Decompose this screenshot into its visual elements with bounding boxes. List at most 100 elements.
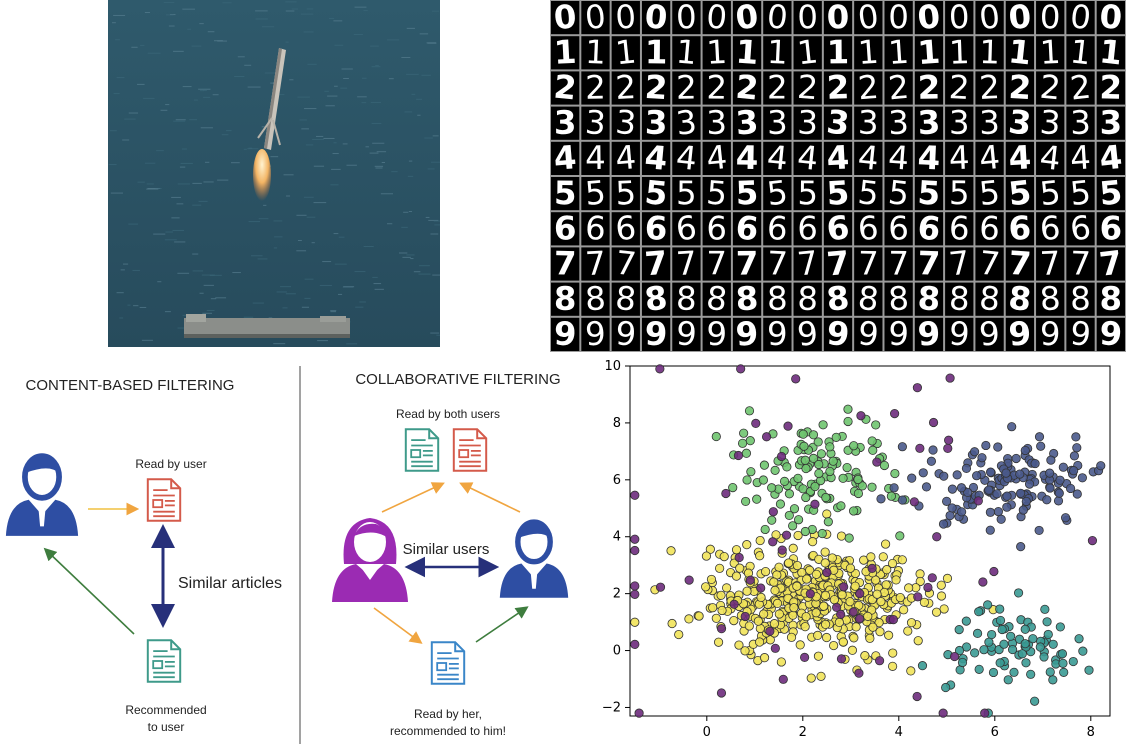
- scatter-point: [944, 435, 954, 445]
- digit-sample: 5: [1068, 173, 1092, 213]
- scatter-point: [788, 521, 798, 531]
- digit-cell: [641, 247, 671, 281]
- digit-sample: 2: [767, 69, 788, 107]
- scatter-point: [874, 656, 885, 666]
- scatter-point: [942, 496, 952, 506]
- scatter-point: [855, 589, 865, 599]
- scatter-point: [741, 496, 751, 507]
- scatter-point: [849, 441, 859, 451]
- scatter-point: [751, 418, 761, 428]
- scatter-point: [820, 590, 831, 601]
- rocket-booster: [257, 48, 286, 150]
- digit-cell: [672, 282, 701, 316]
- scatter-point: [1096, 461, 1106, 471]
- scatter-point: [912, 691, 922, 702]
- digit-sample: 8: [735, 279, 760, 318]
- scatter-point: [1020, 639, 1030, 649]
- digit-cell: [551, 212, 580, 246]
- scatter-point: [939, 604, 949, 614]
- scatter-point: [836, 609, 846, 619]
- scatter-point: [928, 417, 939, 428]
- scatter-point: [986, 467, 996, 477]
- recommended-blue-article-icon: [430, 641, 466, 685]
- digit-sample: 1: [614, 32, 638, 72]
- scatter-point: [1020, 624, 1030, 634]
- digit-sample: 5: [676, 174, 697, 212]
- digit-sample: 8: [676, 279, 698, 318]
- scatter-point: [805, 565, 815, 575]
- digit-sample: 1: [553, 33, 577, 72]
- scatter-point: [821, 492, 831, 503]
- scatter-point: [715, 563, 725, 573]
- digit-cell: [672, 71, 701, 105]
- scatter-point: [868, 622, 878, 632]
- man-read-arrow: [459, 482, 521, 513]
- scatter-point: [1028, 634, 1038, 644]
- scatter-point: [927, 573, 937, 583]
- digit-sample: 2: [917, 68, 940, 106]
- digit-cell: [702, 141, 731, 175]
- scatter-point: [978, 577, 988, 587]
- scatter-point: [895, 531, 905, 541]
- digit-cell: [945, 247, 974, 281]
- digit-cell: [884, 317, 913, 351]
- rocket-landing-photo: [108, 0, 440, 347]
- digit-cell: [1066, 247, 1095, 281]
- scatter-point: [849, 506, 859, 516]
- scatter-point: [839, 582, 849, 592]
- digit-cell: [793, 212, 822, 246]
- digit-sample: 2: [826, 68, 850, 107]
- digit-cell: [1005, 247, 1035, 281]
- scatter-canvas: 0 2 4 6 8 −2 0 2 4 6 8 10: [602, 359, 1111, 740]
- scatter-point: [997, 624, 1007, 635]
- scatter-point: [995, 658, 1005, 668]
- digit-cell: [884, 1, 913, 35]
- scatter-point: [879, 460, 890, 471]
- digit-sample: 1: [916, 33, 941, 72]
- digit-sample: 9: [856, 314, 880, 352]
- scatter-point: [876, 596, 886, 607]
- digit-cell: [702, 1, 731, 35]
- digit-sample: 7: [1070, 244, 1092, 283]
- digit-sample: 2: [734, 68, 760, 108]
- scatter-point: [822, 567, 832, 578]
- digit-cell: [914, 106, 944, 140]
- digit-cell: [1005, 212, 1035, 246]
- scatter-point: [995, 615, 1006, 626]
- scatter-point: [853, 488, 864, 499]
- digit-sample: 8: [856, 279, 880, 319]
- digit-sample: 4: [1069, 138, 1092, 177]
- scatter-point: [983, 600, 993, 610]
- scatter-point: [746, 467, 756, 477]
- digit-cell: [611, 36, 640, 70]
- digit-sample: 2: [614, 68, 637, 107]
- scatter-point: [886, 491, 896, 501]
- scatter-point: [844, 533, 854, 543]
- scatter-point: [820, 547, 830, 557]
- digit-cell: [1096, 141, 1125, 175]
- rocket-flame: [253, 149, 271, 201]
- digit-cell: [793, 247, 822, 281]
- scatter-point: [1039, 652, 1049, 662]
- sea-surface: [108, 0, 440, 347]
- recommended-label-line1: Recommended: [125, 703, 206, 717]
- scatter-point: [1045, 667, 1055, 677]
- scatter-point: [942, 573, 953, 583]
- digit-sample: 2: [1008, 68, 1033, 107]
- scatter-point: [740, 611, 750, 622]
- scatter-point: [772, 598, 783, 609]
- digit-cell: [1005, 1, 1035, 35]
- x-tick-label: 8: [1087, 725, 1095, 740]
- digit-sample: 5: [917, 174, 942, 213]
- digit-cell: [641, 212, 671, 246]
- scatter-point: [1084, 665, 1094, 675]
- digit-cell: [1096, 247, 1125, 281]
- scatter-point: [737, 438, 748, 448]
- scatter-point: [742, 540, 752, 550]
- digit-cell: [854, 282, 883, 316]
- scatter-point: [770, 585, 780, 596]
- digit-cell: [702, 177, 731, 211]
- scatter-point: [761, 432, 772, 442]
- digit-sample: 4: [1098, 138, 1124, 178]
- scatter-point: [731, 545, 742, 555]
